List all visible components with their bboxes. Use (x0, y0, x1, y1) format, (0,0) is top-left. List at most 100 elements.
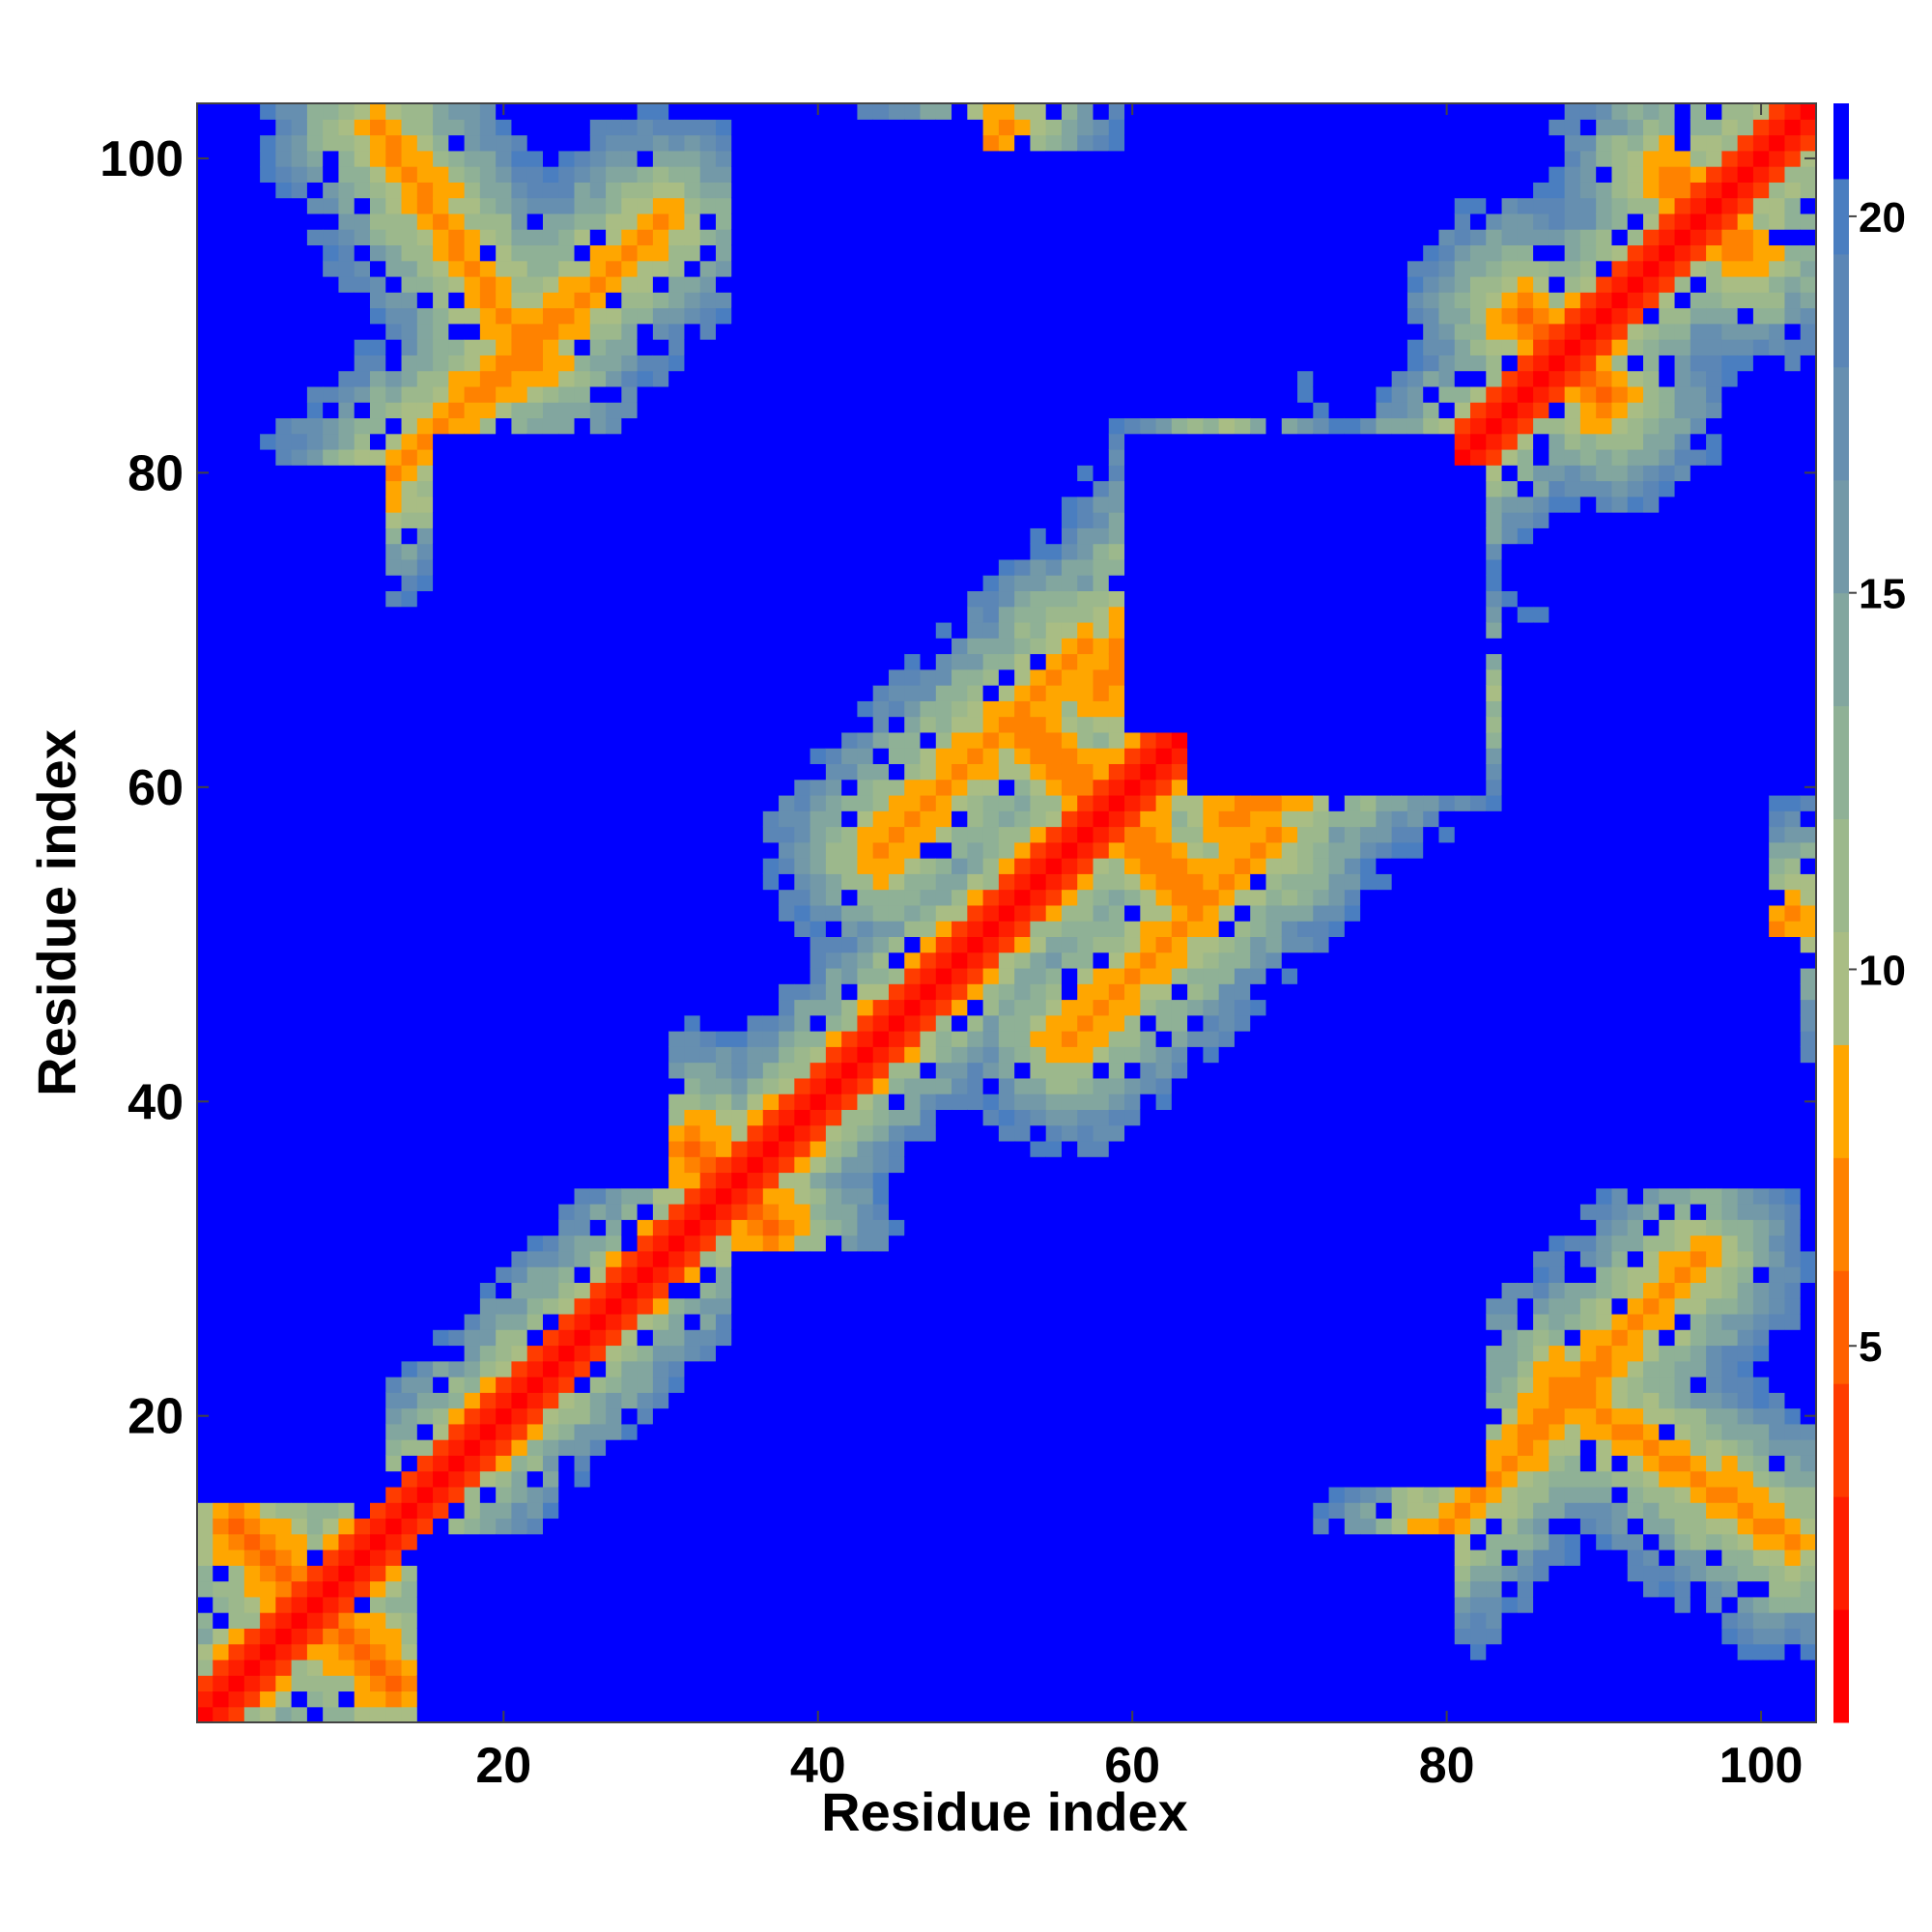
heatmap-cell (684, 1596, 701, 1613)
heatmap-cell (810, 1219, 827, 1236)
heatmap-cell (291, 1140, 308, 1157)
heatmap-cell (542, 889, 559, 906)
heatmap-cell (841, 904, 859, 922)
heatmap-cell (243, 1266, 261, 1283)
heatmap-cell (243, 1219, 261, 1236)
heatmap-cell (448, 1345, 466, 1362)
heatmap-cell (810, 275, 827, 293)
heatmap-cell (323, 275, 340, 293)
heatmap-cell (306, 1140, 324, 1157)
heatmap-cell (920, 197, 937, 214)
heatmap-cell (762, 653, 780, 670)
heatmap-cell (243, 166, 261, 183)
heatmap-cell (779, 952, 795, 969)
heatmap-cell (574, 213, 591, 230)
heatmap-cell (243, 1109, 261, 1126)
heatmap-cell (589, 465, 607, 482)
heatmap-cell (448, 1360, 466, 1378)
heatmap-cell (433, 606, 449, 623)
heatmap-cell (369, 1377, 386, 1393)
heatmap-cell (448, 213, 466, 230)
heatmap-cell (479, 1486, 497, 1503)
heatmap-cell (574, 370, 591, 387)
heatmap-cell (291, 1407, 308, 1425)
heatmap-cell (621, 1423, 639, 1440)
heatmap-cell (699, 339, 717, 355)
heatmap-cell (637, 1486, 654, 1503)
heatmap-cell (621, 1486, 639, 1503)
heatmap-cell (652, 558, 669, 576)
heatmap-cell (526, 1377, 544, 1393)
heatmap-cell (794, 260, 811, 277)
heatmap-cell (888, 638, 905, 655)
heatmap-cell (935, 543, 952, 560)
heatmap-cell (904, 103, 922, 120)
heatmap-cell (479, 323, 497, 340)
heatmap-cell (652, 1392, 669, 1409)
heatmap-cell (888, 1094, 905, 1110)
heatmap-cell (338, 1643, 355, 1661)
heatmap-cell (747, 794, 764, 811)
heatmap-cell (416, 653, 434, 670)
heatmap-cell (385, 1439, 403, 1456)
heatmap-cell (385, 1675, 403, 1692)
heatmap-cell (857, 590, 874, 608)
heatmap-cell (306, 1643, 324, 1661)
heatmap-cell (338, 1187, 355, 1205)
heatmap-cell (935, 119, 952, 136)
heatmap-cell (637, 417, 654, 435)
heatmap-cell (275, 166, 293, 183)
heatmap-cell (715, 1423, 732, 1440)
heatmap-cell (496, 465, 513, 482)
heatmap-cell (857, 1204, 874, 1220)
heatmap-cell (731, 307, 749, 325)
heatmap-cell (684, 465, 701, 482)
heatmap-cell (306, 1345, 324, 1362)
heatmap-cell (920, 1392, 937, 1409)
heatmap-cell (637, 1533, 654, 1550)
heatmap-cell (369, 543, 386, 560)
heatmap-cell (385, 1250, 403, 1267)
heatmap-cell (433, 952, 449, 969)
heatmap-cell (935, 402, 952, 419)
heatmap-cell (762, 402, 780, 419)
heatmap-cell (699, 1596, 717, 1613)
heatmap-cell (338, 748, 355, 765)
heatmap-cell (841, 1407, 859, 1425)
heatmap-cell (448, 936, 466, 953)
heatmap-cell (779, 590, 795, 608)
heatmap-cell (385, 465, 403, 482)
heatmap-cell (369, 590, 386, 608)
heatmap-cell (935, 1392, 952, 1409)
heatmap-cell (652, 1062, 669, 1079)
heatmap-cell (526, 575, 544, 592)
heatmap-cell (260, 229, 276, 246)
heatmap-cell (825, 1675, 842, 1692)
heatmap-cell (542, 716, 559, 733)
heatmap-cell (369, 841, 386, 859)
heatmap-cell (668, 1549, 686, 1566)
heatmap-cell (825, 1423, 842, 1440)
heatmap-cell (857, 779, 874, 796)
heatmap-cell (762, 1439, 780, 1456)
heatmap-cell (637, 543, 654, 560)
heatmap-cell (479, 1156, 497, 1174)
heatmap-cell (699, 1156, 717, 1174)
heatmap-cell (794, 323, 811, 340)
heatmap-cell (496, 1580, 513, 1598)
heatmap-cell (762, 292, 780, 309)
heatmap-cell (416, 166, 434, 183)
heatmap-cell (935, 1407, 952, 1425)
heatmap-cell (385, 1502, 403, 1520)
heatmap-cell (888, 1533, 905, 1550)
heatmap-cell (825, 119, 842, 136)
heatmap-cell (385, 1235, 403, 1252)
heatmap-cell (496, 213, 513, 230)
heatmap-cell (715, 1172, 732, 1189)
heatmap-cell (243, 197, 261, 214)
heatmap-cell (621, 433, 639, 450)
heatmap-cell (841, 983, 859, 1001)
heatmap-cell (952, 1031, 968, 1047)
heatmap-cell (747, 810, 764, 828)
heatmap-cell (872, 1250, 890, 1267)
